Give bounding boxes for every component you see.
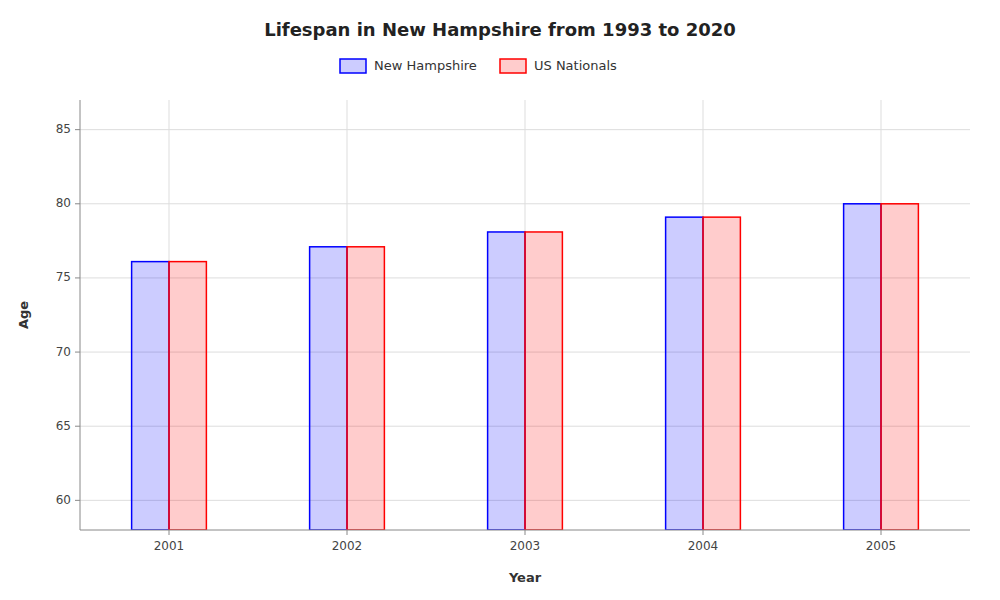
bar	[666, 217, 703, 530]
x-tick-label: 2003	[510, 539, 541, 553]
bar	[310, 247, 347, 530]
x-tick	[169, 530, 170, 535]
bar	[844, 204, 881, 530]
x-tick-label: 2005	[866, 539, 897, 553]
x-tick	[347, 530, 348, 535]
y-tick-label: 80	[56, 196, 71, 210]
x-tick-label: 2001	[154, 539, 185, 553]
bars	[132, 204, 919, 530]
bar	[169, 262, 206, 530]
legend-swatch	[340, 59, 366, 73]
y-tick	[75, 203, 80, 204]
chart: 60 65 70 75 80 85 2001 2002 2003 2004 2005 Year Age L…	[0, 0, 1000, 600]
x-tick-label: 2004	[688, 539, 719, 553]
x-tick-label: 2002	[332, 539, 363, 553]
legend: New Hampshire US Nationals	[340, 58, 617, 74]
y-axis-line	[80, 100, 81, 530]
y-tick-label: 60	[56, 493, 71, 507]
x-tick	[703, 530, 704, 535]
grid	[80, 100, 970, 530]
title: Lifespan in New Hampshire from 1993 to 2…	[264, 19, 736, 40]
y-tick-label: 75	[56, 270, 71, 284]
bar	[347, 247, 384, 530]
y-tick-label: 65	[56, 419, 71, 433]
y-tick-label: 70	[56, 345, 71, 359]
x-tick	[525, 530, 526, 535]
x-tick	[881, 530, 882, 535]
legend-label: US Nationals	[534, 58, 617, 73]
bar	[703, 217, 740, 530]
legend-swatch	[500, 59, 526, 73]
y-axis-label: Age	[16, 301, 31, 329]
bar	[488, 232, 525, 530]
y-tick	[75, 129, 80, 130]
y-tick	[75, 426, 80, 427]
legend-label: New Hampshire	[374, 58, 477, 73]
bar	[525, 232, 562, 530]
y-tick	[75, 277, 80, 278]
bar	[132, 262, 169, 530]
bar	[881, 204, 918, 530]
y-tick	[75, 352, 80, 353]
y-tick	[75, 500, 80, 501]
axes: 60 65 70 75 80 85 2001 2002 2003 2004 2005	[56, 100, 970, 553]
x-axis-label: Year	[508, 570, 542, 585]
y-tick-label: 85	[56, 122, 71, 136]
